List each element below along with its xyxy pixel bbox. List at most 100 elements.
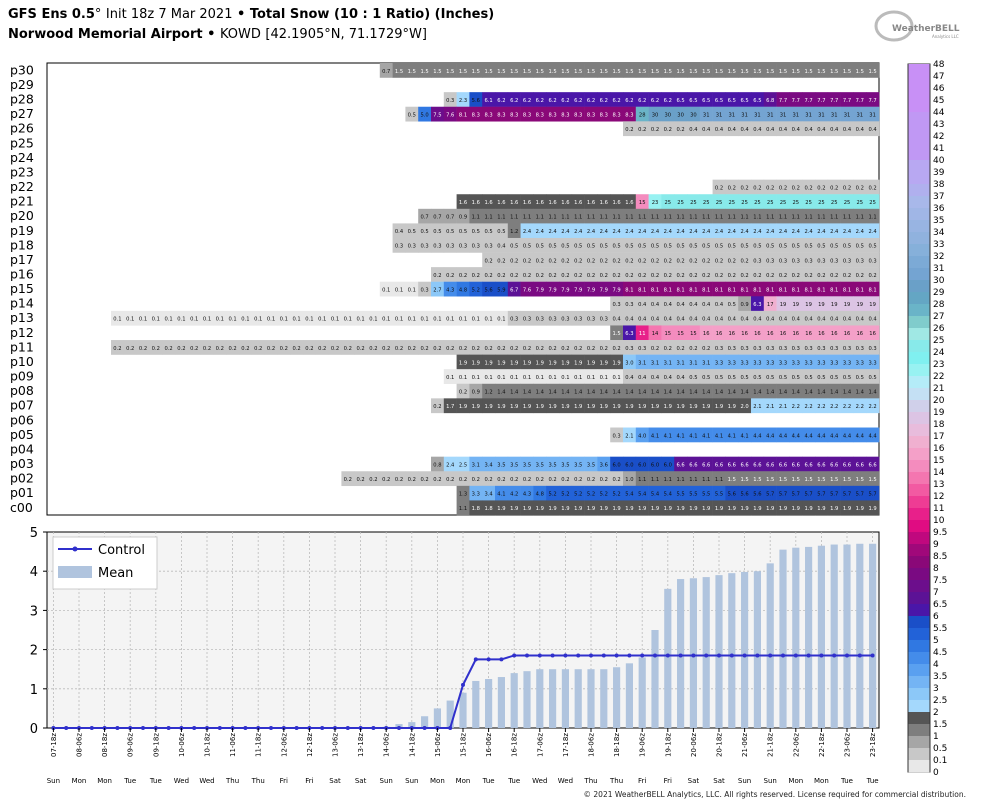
grid-cell-value: 1.5 [446, 69, 454, 75]
grid-cell-value: 0.1 [395, 287, 403, 293]
grid-cell-value: 0.3 [484, 244, 492, 250]
grid-cell-value: 1.6 [497, 200, 505, 206]
colorbar-block [908, 580, 930, 593]
grid-cell-value: 0.7 [433, 215, 441, 221]
grid-cell-value: 2.4 [548, 229, 557, 235]
grid-cell [789, 252, 803, 268]
grid-cell-value: 1.1 [497, 215, 505, 221]
grid-cell-value: 1.9 [676, 404, 684, 410]
x-tick-label: 16-18z [511, 733, 519, 757]
grid-cell [661, 252, 675, 268]
grid-cell [789, 471, 803, 487]
grid-cell [405, 63, 419, 78]
grid-cell [546, 106, 560, 122]
grid-cell [507, 369, 521, 384]
grid-cell-value: 11 [639, 331, 646, 337]
grid-cell [763, 281, 777, 297]
grid-cell [776, 208, 790, 224]
grid-cell-value: 0.3 [612, 433, 620, 439]
x-tick-label: 14-18z [408, 733, 416, 757]
grid-cell-value: 0.2 [561, 346, 569, 352]
grid-cell-value: 5.2 [600, 492, 608, 498]
grid-cell-value: 3.5 [523, 462, 531, 468]
grid-cell [712, 427, 726, 443]
grid-cell-value: 1.1 [600, 215, 608, 221]
grid-cell [751, 383, 765, 399]
grid-cell [661, 267, 675, 282]
mean-bar [587, 669, 595, 728]
grid-cell [597, 252, 611, 268]
grid-cell-value: 8.1 [702, 287, 710, 293]
grid-cell-value: 1.9 [753, 506, 761, 512]
mean-bar [510, 673, 518, 728]
grid-cell [482, 281, 496, 297]
grid-cell-value: 6.2 [523, 98, 531, 104]
grid-cell-value: 1.4 [702, 390, 711, 396]
grid-cell [866, 456, 880, 472]
grid-cell [520, 340, 534, 355]
grid-cell-value: 0.2 [459, 273, 467, 279]
grid-cell-value: 0.1 [459, 375, 467, 381]
grid-cell-value: 6.6 [804, 462, 812, 468]
grid-cell-value: 0.1 [382, 287, 390, 293]
grid-cell-value: 8.3 [574, 113, 582, 119]
grid-cell-value: 0.4 [830, 317, 839, 323]
grid-cell-value: 0.2 [497, 273, 505, 279]
grid-cell [866, 340, 880, 355]
grid-cell [546, 194, 560, 210]
colorbar-block [908, 436, 930, 449]
grid-cell-value: 0.4 [868, 317, 877, 323]
grid-cell-value: 0.3 [868, 346, 876, 352]
grid-cell [763, 310, 777, 326]
grid-cell [674, 383, 688, 399]
control-point [755, 653, 760, 658]
grid-cell [840, 179, 854, 195]
grid-cell [520, 485, 534, 501]
grid-cell [405, 237, 419, 253]
colorbar-tick-label: 47 [933, 72, 944, 82]
grid-cell-value: 2.4 [779, 229, 788, 235]
grid-cell-value: 0.2 [843, 185, 851, 191]
grid-cell [687, 252, 701, 268]
grid-cell [175, 310, 189, 326]
grid-cell-value: 0.2 [459, 346, 467, 352]
grid-cell-value: 0.4 [689, 127, 698, 133]
colorbar-tick-label: 0.1 [933, 756, 947, 766]
grid-cell-value: 2.2 [804, 404, 812, 410]
ensemble-member-grid: 0.7 1.5 1.5 1.5 1.5 1.5 1.5 1.5 1.5 1.5 1.5 1.5 1.5 1… [10, 62, 880, 516]
grid-cell-value: 2.1 [625, 433, 633, 439]
grid-cell [789, 208, 803, 224]
grid-cell-value: 4.2 [510, 492, 518, 498]
grid-cell [469, 485, 483, 501]
grid-cell [635, 485, 649, 501]
grid-cell-value: 0.3 [408, 244, 416, 250]
grid-cell [495, 456, 509, 472]
grid-cell-value: 1.9 [523, 360, 531, 366]
grid-cell [648, 369, 662, 384]
grid-cell-value: 0.5 [664, 244, 672, 250]
colorbar-block [908, 292, 930, 305]
x-tick-label: 16-06z [485, 733, 493, 757]
grid-cell [687, 369, 701, 384]
grid-cell-value: 0.4 [664, 375, 673, 381]
grid-cell-value: 15 [639, 200, 646, 206]
station-separator: • [202, 27, 220, 42]
grid-cell [456, 398, 470, 414]
grid-cell [610, 281, 624, 297]
grid-cell-value: 0.2 [305, 346, 313, 352]
grid-cell [763, 340, 777, 355]
grid-cell-value: 0.2 [382, 346, 390, 352]
grid-cell [776, 296, 790, 312]
grid-cell [456, 208, 470, 224]
grid-cell [648, 106, 662, 122]
grid-cell [610, 369, 624, 384]
colorbar-block [908, 184, 930, 197]
colorbar-tick-label: 29 [933, 288, 945, 298]
colorbar-block [908, 448, 930, 461]
grid-cell [815, 383, 829, 399]
grid-cell-value: 1.5 [561, 69, 569, 75]
grid-cell-value: 0.3 [804, 258, 812, 264]
grid-cell [520, 310, 534, 326]
grid-cell [610, 427, 624, 443]
grid-cell-value: 1.1 [715, 477, 723, 483]
